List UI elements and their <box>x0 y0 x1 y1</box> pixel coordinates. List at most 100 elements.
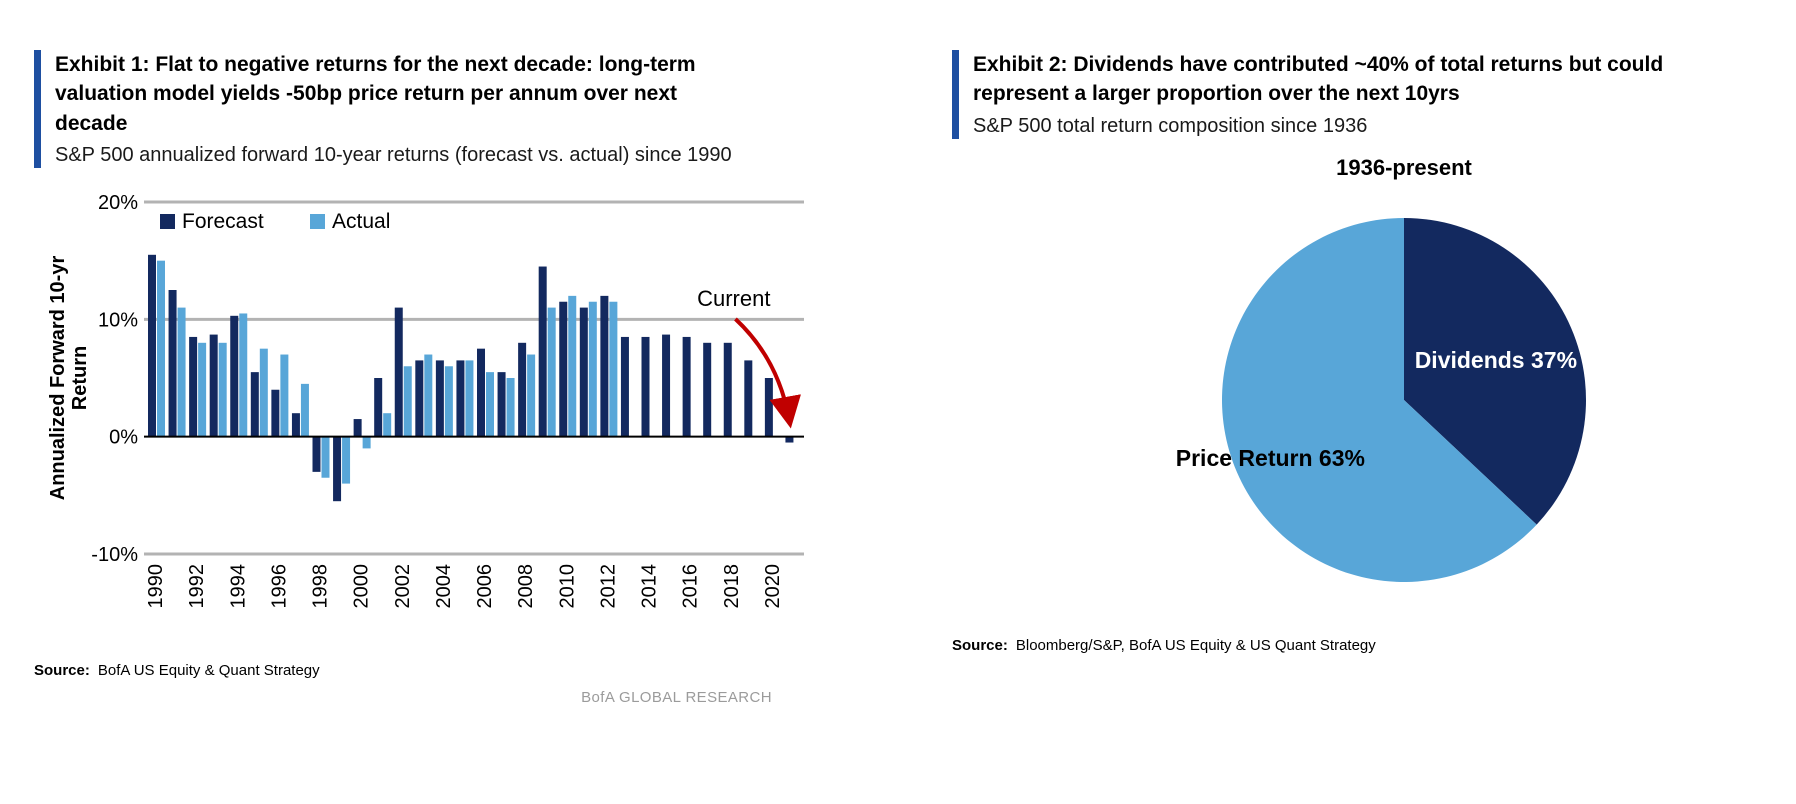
x-tick-label: 2002 <box>392 564 414 609</box>
legend-label-forecast: Forecast <box>182 210 264 233</box>
bar-actual <box>218 342 227 437</box>
exhibit1-source-label: Source: <box>34 662 90 680</box>
exhibit2-title-block: Exhibit 2: Dividends have contributed ~4… <box>952 50 1752 139</box>
exhibit1-source-row: Source: BofA US Equity & Quant Strategy <box>34 662 780 679</box>
bar-forecast <box>600 296 609 437</box>
bar-actual <box>280 354 289 437</box>
y-tick-label: 20% <box>98 192 138 214</box>
x-tick-label: 2010 <box>556 564 578 609</box>
x-tick-label: 1994 <box>227 564 249 609</box>
exhibit-1: Exhibit 1: Flat to negative returns for … <box>34 50 804 707</box>
bar-forecast <box>744 360 753 437</box>
pie-label-price-return: Price Return 63% <box>1176 445 1365 471</box>
exhibit1-title-block: Exhibit 1: Flat to negative returns for … <box>34 50 780 169</box>
bar-forecast <box>312 436 321 473</box>
bar-forecast <box>497 372 506 437</box>
pie-chart-area: 1936-present Dividends 37% Price Return 6… <box>1164 155 1644 615</box>
y-axis-title: Annualized Forward 10-yrReturn <box>47 256 91 501</box>
x-tick-label: 1990 <box>145 564 167 609</box>
bar-actual <box>259 348 268 437</box>
bar-forecast <box>230 315 239 437</box>
bar-forecast <box>559 301 568 437</box>
bar-actual <box>321 436 330 478</box>
bar-forecast <box>620 337 629 437</box>
x-tick-label: 2020 <box>762 564 784 609</box>
legend-swatch-actual <box>310 214 325 230</box>
bar-actual <box>424 354 433 437</box>
pie-chart-title: 1936-present <box>1336 154 1472 180</box>
forecast-vs-actual-bar-chart: 20% 10% 0% -10% 1990 1992 1994 1996 1998 2000 2002… <box>47 192 804 609</box>
bar-forecast <box>168 290 177 437</box>
bar-actual <box>444 366 453 437</box>
bofa-global-research-brand: BofA GLOBAL RESEARCH <box>581 689 772 707</box>
exhibit1-subtitle: S&P 500 annualized forward 10-year retur… <box>55 144 732 167</box>
bar-forecast <box>538 266 547 437</box>
bar-actual <box>465 360 474 437</box>
bar-actual <box>547 307 556 437</box>
bar-forecast <box>415 360 424 437</box>
exhibit-2: Exhibit 2: Dividends have contributed ~4… <box>952 50 1752 654</box>
exhibit1-title: Exhibit 1: Flat to negative returns for … <box>55 53 696 135</box>
x-tick-label: 1998 <box>310 564 332 609</box>
x-tick-label: 2014 <box>639 564 661 609</box>
y-tick-label: -10% <box>91 544 138 566</box>
bar-forecast <box>189 337 198 437</box>
legend-swatch-forecast <box>160 214 175 230</box>
bar-forecast <box>271 389 280 437</box>
bar-forecast <box>333 436 342 502</box>
pie-label-dividends: Dividends 37% <box>1415 347 1577 373</box>
x-tick-label: 1996 <box>268 564 290 609</box>
bar-forecast <box>374 378 383 437</box>
bar-forecast <box>785 436 794 443</box>
bar-forecast <box>148 254 156 437</box>
current-annotation-label: Current <box>697 286 770 311</box>
bar-actual <box>486 372 494 437</box>
bar-actual <box>239 313 248 437</box>
exhibit2-subtitle: S&P 500 total return composition since 1… <box>973 114 1368 137</box>
bar-actual <box>383 413 392 437</box>
bar-forecast <box>641 337 650 437</box>
bar-forecast <box>703 342 712 437</box>
bar-forecast <box>291 413 300 437</box>
bar-actual <box>588 301 597 437</box>
bar-forecast <box>394 307 403 437</box>
y-tick-label: 10% <box>98 310 138 332</box>
x-tick-label: 2004 <box>433 564 455 609</box>
current-arrow <box>734 317 801 429</box>
bar-actual <box>527 354 536 437</box>
exhibit2-source-row: Source: Bloomberg/S&P, BofA US Equity & U… <box>952 637 1752 654</box>
bar-forecast <box>456 360 465 437</box>
bar-actual <box>342 436 351 484</box>
bar-forecast <box>209 334 218 437</box>
bar-forecast <box>682 337 691 437</box>
x-tick-label: 2016 <box>680 564 702 609</box>
bar-actual <box>362 436 371 449</box>
bar-forecast <box>662 334 671 437</box>
exhibit2-title: Exhibit 2: Dividends have contributed ~4… <box>973 53 1664 106</box>
bar-forecast <box>435 360 444 437</box>
pie-slice-price-return <box>1222 217 1537 582</box>
x-tick-label: 2008 <box>515 564 537 609</box>
bar-actual <box>506 378 515 437</box>
bar-actual <box>568 296 577 437</box>
x-tick-label: 2012 <box>597 564 619 609</box>
bar-forecast <box>250 372 259 437</box>
total-return-composition-pie-chart: Dividends 37% Price Return 63% <box>1176 217 1587 582</box>
bar-actual <box>609 301 618 437</box>
bar-actual <box>157 260 165 437</box>
bar-forecast <box>579 307 588 437</box>
x-tick-label: 2018 <box>721 564 743 609</box>
bar-forecast <box>518 342 527 437</box>
bar-actual <box>300 384 309 437</box>
x-tick-label: 2000 <box>351 564 373 609</box>
legend-label-actual: Actual <box>332 210 390 233</box>
x-tick-label: 1992 <box>186 564 208 609</box>
x-tick-label: 2006 <box>474 564 496 609</box>
exhibit1-source-text: BofA US Equity & Quant Strategy <box>97 662 320 680</box>
pie-slice-dividends <box>1404 217 1587 525</box>
bar-actual <box>177 307 186 437</box>
bar-forecast <box>477 348 485 437</box>
bar-forecast <box>764 378 773 437</box>
bar-forecast <box>723 342 732 437</box>
bar-actual <box>198 342 207 437</box>
